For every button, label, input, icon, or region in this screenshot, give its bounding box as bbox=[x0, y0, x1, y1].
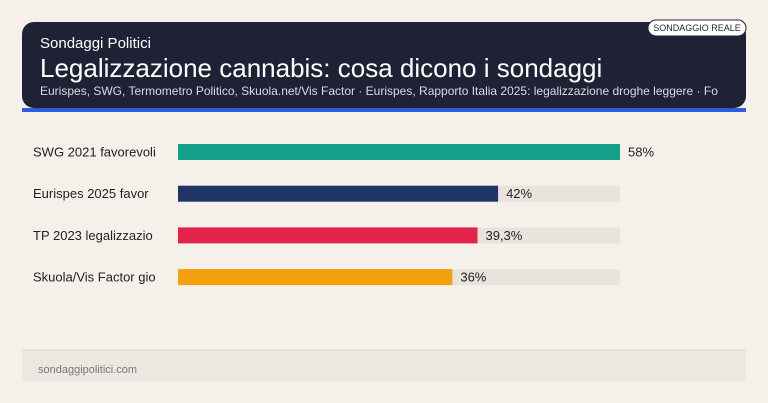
header-rule bbox=[22, 108, 746, 112]
category-label: SWG 2021 favorevoli bbox=[33, 144, 156, 159]
brand: Sondaggi Politici bbox=[40, 35, 151, 52]
bar bbox=[178, 144, 620, 160]
bar bbox=[178, 269, 453, 286]
chart-subtitle: Eurispes, SWG, Termometro Politico, Skuo… bbox=[40, 84, 718, 98]
chart-title: Legalizzazione cannabis: cosa dicono i s… bbox=[40, 53, 602, 83]
bar bbox=[178, 227, 478, 244]
category-label: Eurispes 2025 favor bbox=[33, 186, 149, 201]
badge-box bbox=[647, 19, 747, 37]
category-label: Skuola/Vis Factor gio bbox=[33, 270, 156, 285]
bar bbox=[178, 185, 499, 202]
footer: sondaggipolitici.com bbox=[38, 364, 137, 376]
value-label: 39,3% bbox=[485, 228, 522, 243]
value-label: 36% bbox=[460, 270, 486, 285]
category-label: TP 2023 legalizzazio bbox=[33, 228, 153, 243]
value-label: 58% bbox=[628, 144, 654, 159]
header-box bbox=[22, 22, 746, 108]
value-label: 42% bbox=[506, 186, 532, 201]
footer-box bbox=[22, 350, 746, 382]
badge: SONDAGGIO REALE bbox=[653, 23, 741, 33]
